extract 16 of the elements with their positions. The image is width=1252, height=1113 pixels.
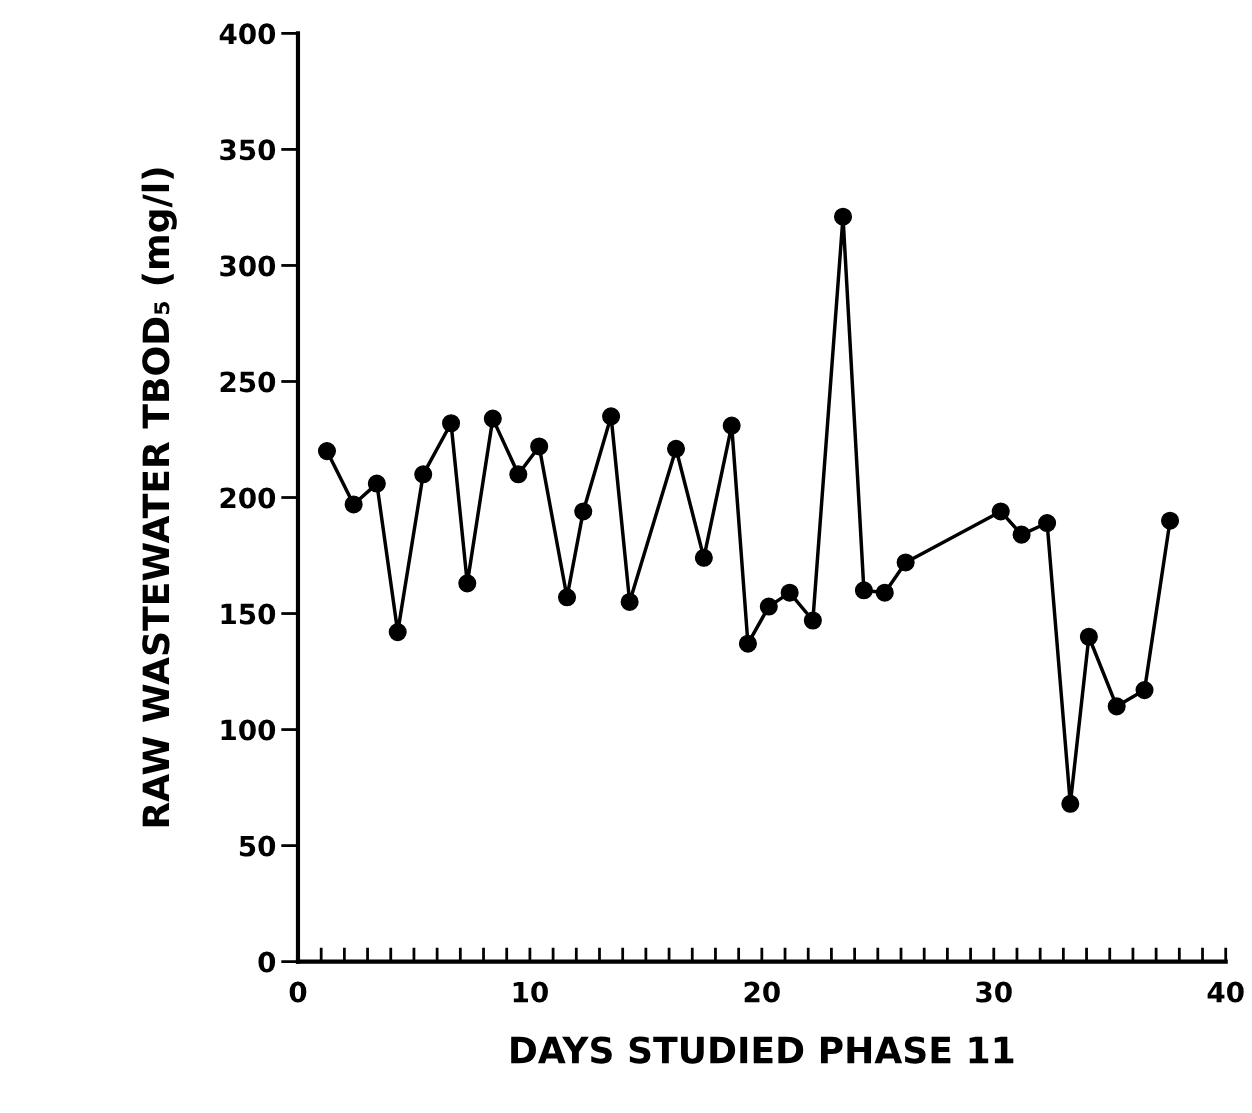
x-tick-label: 30 <box>976 981 1012 1003</box>
y-tick-label: 100 <box>221 719 276 741</box>
y-tick-label: 150 <box>221 603 276 625</box>
y-tick-label: 300 <box>220 255 276 277</box>
y-tick-label: 0 <box>258 951 276 973</box>
y-tick-label: 50 <box>239 835 276 857</box>
x-tick-label: 0 <box>289 981 307 1003</box>
x-tick-label: 40 <box>1207 981 1244 1003</box>
x-axis-title: DAYS STUDIED PHASE 11 <box>511 1036 1014 1064</box>
y-tick-label: 400 <box>219 23 276 45</box>
y-tick-label: 350 <box>220 139 276 161</box>
x-tick-label: 20 <box>744 981 780 1003</box>
y-tick-label: 200 <box>220 487 276 509</box>
x-tick-label: 10 <box>513 981 548 1003</box>
y-axis-title: RAW WASTEWATER TBOD₅ (mg/l) <box>141 168 177 827</box>
y-tick-label: 250 <box>220 371 276 393</box>
